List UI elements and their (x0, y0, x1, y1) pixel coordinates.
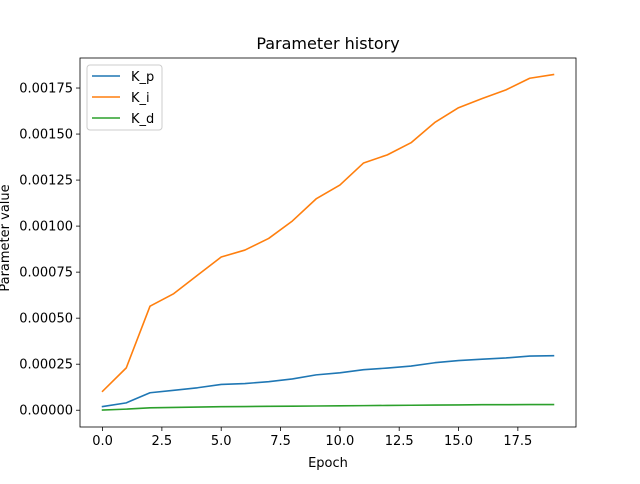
series-line-k-d (101, 403, 555, 411)
x-tick-label: 17.5 (503, 434, 532, 449)
legend-label: K_d (131, 112, 154, 127)
y-axis-label: Parameter value (0, 184, 13, 291)
legend-label: K_p (131, 70, 154, 85)
x-tick-label: 0.0 (92, 434, 113, 449)
x-tick-label: 5.0 (211, 434, 232, 449)
series-line-k-p (101, 354, 555, 408)
legend: K_p K_i K_d (86, 64, 163, 131)
chart-title: Parameter history (256, 34, 399, 53)
y-tick-label: 0.00175 (19, 82, 73, 97)
x-tick-label: 12.5 (385, 434, 414, 449)
y-tick-label: 0.00000 (19, 404, 73, 419)
y-tick-label: 0.00125 (19, 174, 73, 189)
legend-label: K_i (131, 91, 150, 106)
y-tick-label: 0.00150 (19, 128, 73, 143)
y-tick-label: 0.00025 (19, 358, 73, 373)
y-tick-label: 0.00050 (19, 312, 73, 327)
x-tick-label: 7.5 (270, 434, 291, 449)
axes-frame (79, 57, 577, 428)
series-line-k-i (101, 73, 555, 393)
plot-area: 0.0 2.5 5.0 7.5 10.0 12.5 15.0 17.5 0.00000 0.000… (19, 57, 577, 449)
y-tick-label: 0.00100 (19, 220, 73, 235)
y-axis-label-wrapper: Parameter value (0, 184, 13, 291)
legend-box (86, 64, 163, 131)
x-tick-label: 2.5 (152, 434, 173, 449)
x-tick-label: 15.0 (444, 434, 473, 449)
x-tick-label: 10.0 (325, 434, 354, 449)
y-tick-label: 0.00075 (19, 266, 73, 281)
x-axis-label: Epoch (308, 456, 348, 471)
